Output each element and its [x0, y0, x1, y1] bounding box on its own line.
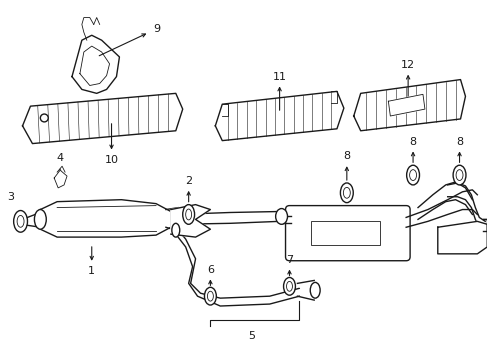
- Polygon shape: [438, 221, 487, 254]
- Polygon shape: [215, 91, 344, 141]
- Text: 10: 10: [104, 155, 119, 165]
- Ellipse shape: [14, 211, 27, 232]
- Text: 12: 12: [401, 60, 415, 70]
- FancyBboxPatch shape: [286, 206, 410, 261]
- Text: 1: 1: [88, 266, 95, 276]
- Polygon shape: [40, 200, 171, 237]
- Text: 4: 4: [56, 153, 64, 163]
- Ellipse shape: [284, 278, 295, 295]
- Polygon shape: [23, 93, 183, 144]
- Bar: [311, 221, 380, 245]
- Ellipse shape: [34, 210, 46, 229]
- Ellipse shape: [172, 223, 180, 237]
- Ellipse shape: [310, 282, 320, 298]
- Ellipse shape: [40, 114, 48, 122]
- Text: 6: 6: [207, 265, 214, 275]
- Text: 3: 3: [7, 192, 14, 202]
- Text: 8: 8: [456, 136, 463, 147]
- Ellipse shape: [453, 165, 466, 185]
- Ellipse shape: [341, 183, 353, 203]
- Polygon shape: [54, 170, 67, 188]
- Ellipse shape: [407, 165, 419, 185]
- Ellipse shape: [183, 204, 195, 224]
- Polygon shape: [354, 80, 465, 131]
- Text: 7: 7: [286, 255, 293, 265]
- Text: 8: 8: [343, 151, 350, 161]
- Text: 2: 2: [185, 176, 192, 186]
- Text: 5: 5: [248, 330, 255, 341]
- Ellipse shape: [204, 287, 216, 305]
- Ellipse shape: [276, 208, 288, 224]
- Polygon shape: [297, 280, 317, 293]
- Text: 8: 8: [410, 136, 416, 147]
- Polygon shape: [389, 94, 425, 116]
- Text: 11: 11: [272, 72, 287, 82]
- Polygon shape: [171, 204, 210, 237]
- Polygon shape: [72, 35, 120, 93]
- Text: 9: 9: [153, 24, 161, 34]
